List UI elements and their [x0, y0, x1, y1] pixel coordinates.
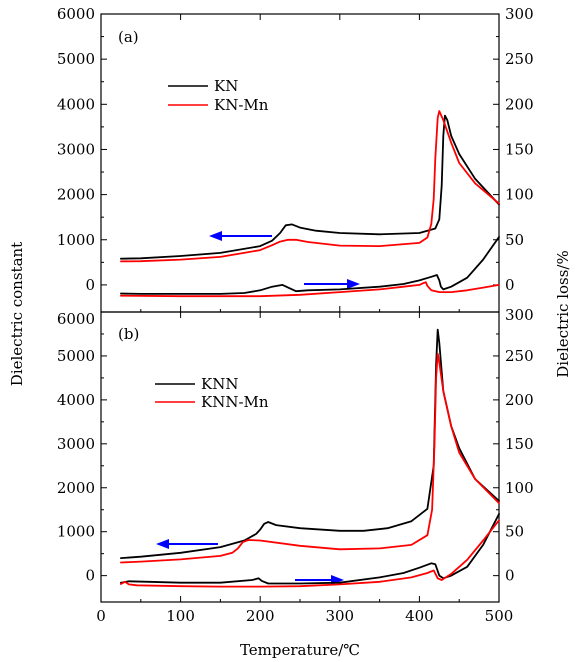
panel-a-left-tick-label: 1000 [57, 231, 95, 249]
panel-a-left-tick-label: 5000 [57, 50, 95, 68]
panel-b-frame [100, 311, 500, 603]
legend-label-knn: KNN [201, 375, 238, 393]
panel-a-legend: KN KN-Mn [168, 77, 269, 114]
panel-a-left-tick-label: 4000 [57, 95, 95, 113]
panel-b-right-tick-label: 300 [505, 306, 534, 324]
panel-a-right-tick-label: 200 [505, 95, 534, 113]
series-kn-loss-line [120, 236, 500, 295]
panel-a-left-tick-label: 0 [85, 276, 95, 294]
series-kn-line [120, 114, 500, 260]
panel-b-left-tick-label: 4000 [57, 391, 95, 409]
panel-b-right-tick-label: 100 [505, 479, 534, 497]
panel-b-left-tick-label: 3000 [57, 435, 95, 453]
panel-a-right-tick-label: 100 [505, 186, 534, 204]
series-layer [120, 110, 500, 588]
panel-a-left-tick-label: 6000 [57, 5, 95, 23]
panel-b-left-tick-label: 2000 [57, 479, 95, 497]
legend-label-kn: KN [214, 77, 238, 95]
x-tick-label: 200 [246, 607, 275, 625]
x-tick-label: 400 [405, 607, 434, 625]
panel-b-right-tick-label: 200 [505, 391, 534, 409]
legend-label-knn-mn: KNN-Mn [201, 393, 269, 411]
panel-b-legend: KNN KNN-Mn [155, 375, 269, 411]
panel-a-right-tick-label: 0 [505, 276, 515, 294]
panel-b-left-tick-label: 1000 [57, 523, 95, 541]
panel-a: (a) KN KN-Mn [100, 13, 500, 313]
panel-b-right-tick-label: 250 [505, 347, 534, 365]
panel-a-right-tick-label: 250 [505, 50, 534, 68]
panel-b-left-tick-label: 6000 [57, 310, 95, 328]
series-kn-mn-loss-line [120, 281, 500, 298]
series-kn-mn-line [120, 110, 500, 263]
y-left-axis-title: Dielectric constant [8, 242, 26, 386]
x-tick-label: 300 [325, 607, 354, 625]
panel-b-right-tick-label: 50 [505, 523, 524, 541]
series-knn-loss-line [120, 513, 500, 585]
arrow-b-left [156, 539, 218, 549]
arrow-a-left [209, 231, 272, 241]
ticks-layer: 0100020003000400050006000050100150200250… [57, 5, 534, 625]
series-knn-mn-line [120, 352, 500, 564]
panel-b-right-tick-label: 0 [505, 567, 515, 585]
x-tick-label: 500 [485, 607, 514, 625]
panel-a-frame [100, 13, 500, 313]
panel-a-right-tick-label: 150 [505, 140, 534, 158]
panel-a-right-tick-label: 300 [505, 5, 534, 23]
panel-a-label: (a) [118, 28, 139, 46]
panel-a-left-tick-label: 2000 [57, 186, 95, 204]
panel-b-left-tick-label: 5000 [57, 347, 95, 365]
y-right-axis-title: Dielectric loss/% [554, 250, 572, 377]
panel-b-right-tick-label: 150 [505, 435, 534, 453]
series-knn-line [120, 328, 500, 559]
panel-b-left-tick-label: 0 [85, 567, 95, 585]
x-tick-label: 0 [96, 607, 106, 625]
series-knn-mn-loss-line [120, 519, 500, 588]
legend-label-kn-mn: KN-Mn [214, 96, 269, 114]
panel-b: (b) KNN KNN-Mn [100, 311, 500, 603]
panel-a-right-tick-label: 50 [505, 231, 524, 249]
x-axis-title: Temperature/℃ [240, 641, 360, 659]
panel-a-left-tick-label: 3000 [57, 140, 95, 158]
arrow-a-right [304, 279, 360, 289]
panel-b-label: (b) [118, 325, 139, 343]
x-tick-label: 100 [166, 607, 195, 625]
